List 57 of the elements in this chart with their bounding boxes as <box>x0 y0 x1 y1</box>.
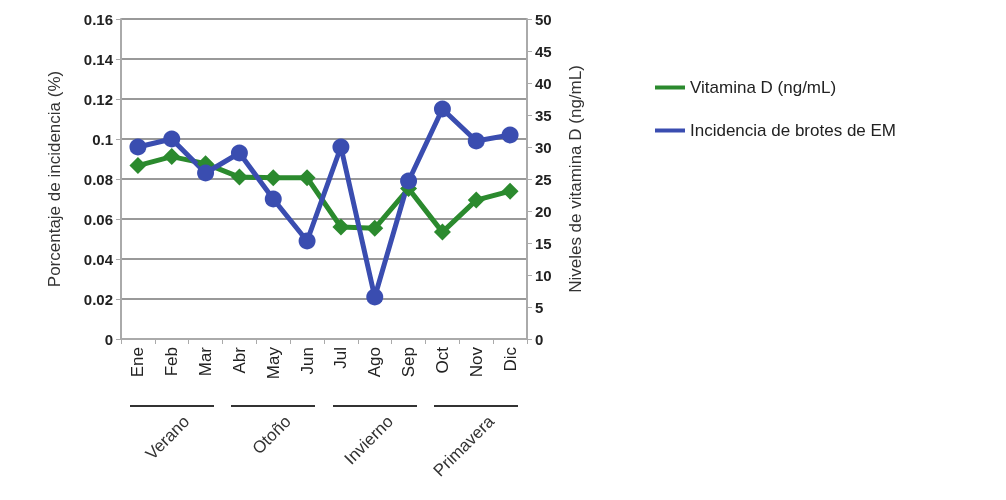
y2-tick-label: 50 <box>535 10 552 28</box>
y2-tick-label: 25 <box>535 170 552 188</box>
y-tick-label: 0.1 <box>92 130 113 148</box>
x-tick-label: Oct <box>432 346 452 374</box>
y2-tick-label: 20 <box>535 202 552 220</box>
x-tick-label: Feb <box>162 347 182 377</box>
y-tick-label: 0 <box>104 330 113 348</box>
point <box>129 157 147 175</box>
y2-tick-label: 30 <box>535 138 552 156</box>
point <box>467 191 485 209</box>
y2-tick-label: 15 <box>535 234 552 252</box>
y-axis-title: Porcentaje de incidencia (%) <box>45 70 64 288</box>
x-tick-label: Nov <box>466 346 486 378</box>
y2-tick-label: 5 <box>535 298 544 316</box>
point <box>332 138 350 156</box>
y-tick-label: 0.08 <box>83 170 113 188</box>
legend-label: Incidencia de brotes de EM <box>690 121 897 140</box>
point <box>433 223 451 241</box>
point <box>366 219 384 237</box>
point <box>366 288 384 306</box>
point <box>467 132 485 150</box>
y2-tick-label: 35 <box>535 106 552 124</box>
point <box>264 190 282 208</box>
x-tick-label: Ene <box>128 347 148 378</box>
y2-tick-label: 0 <box>535 330 544 348</box>
point <box>332 218 350 236</box>
x-tick-label: Sep <box>399 347 419 378</box>
x-tick-label: Abr <box>229 346 249 374</box>
point <box>298 232 316 250</box>
y2-axis-title: Niveles de vitamina D (ng/mL) <box>566 65 585 293</box>
point <box>197 164 215 182</box>
point <box>501 182 519 200</box>
x-tick-label: Dic <box>500 346 520 372</box>
y-tick-label: 0.12 <box>83 90 113 108</box>
y-tick-label: 0.16 <box>83 10 113 28</box>
y2-tick-label: 10 <box>535 266 552 284</box>
x-tick-label: Mar <box>196 346 216 377</box>
point <box>433 100 451 118</box>
y2-tick-label: 45 <box>535 42 552 60</box>
point <box>230 168 248 186</box>
point <box>163 148 181 166</box>
y-tick-label: 0.04 <box>83 250 114 268</box>
point <box>230 144 248 162</box>
point <box>163 130 181 148</box>
point <box>129 138 147 156</box>
y-tick-label: 0.14 <box>83 50 114 68</box>
x-tick-label: Ago <box>365 347 385 378</box>
x-tick-label: May <box>263 346 283 380</box>
y2-tick-label: 40 <box>535 74 552 92</box>
point <box>501 126 519 144</box>
legend-label: Vitamina D (ng/mL) <box>690 78 837 97</box>
x-tick-label: Jun <box>297 347 317 375</box>
y-tick-label: 0.02 <box>83 290 113 308</box>
point <box>298 169 316 187</box>
point <box>400 172 418 190</box>
y-tick-label: 0.06 <box>83 210 113 228</box>
x-tick-label: Jul <box>331 347 351 369</box>
